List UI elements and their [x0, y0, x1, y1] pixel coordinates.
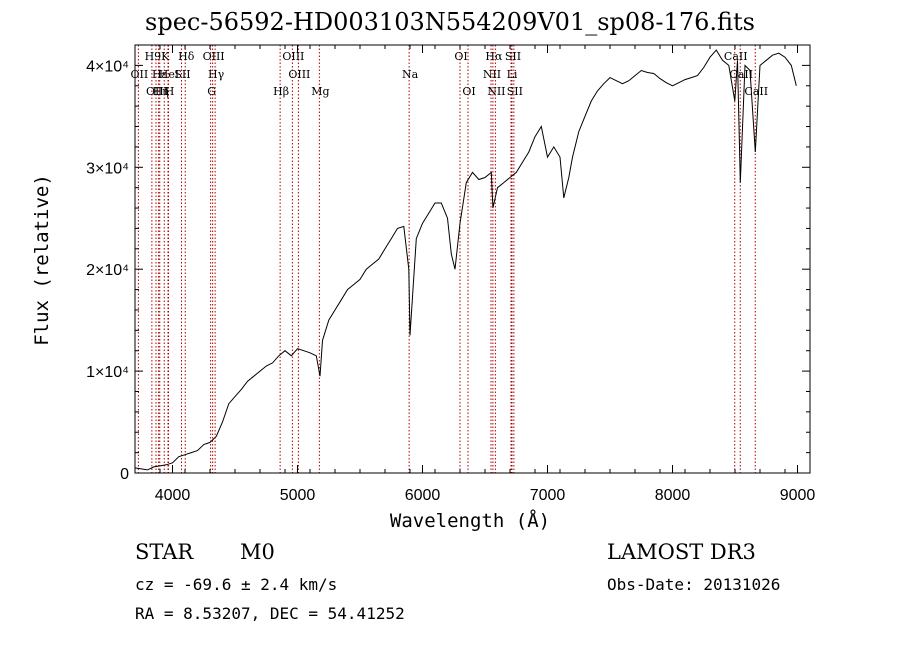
y-tick-label: 0	[120, 466, 129, 483]
line-label: Hε	[152, 68, 168, 81]
line-label: SII	[174, 68, 190, 81]
spectral-line-labels: H9 OII OIII Hε Hη K HeI H SII Hδ OIII G Hγ Hβ OIII OIII…	[131, 50, 769, 98]
x-tick-label: 9000	[780, 487, 816, 504]
line-label: OIII	[288, 68, 310, 81]
line-label: OIII	[203, 50, 225, 63]
x-axis-ticks: 4000 5000 6000 7000 8000 9000	[134, 45, 816, 504]
line-label: OI	[454, 50, 467, 63]
line-label: CaII	[724, 50, 748, 63]
line-label: Hα	[485, 50, 503, 63]
line-label: HeI	[159, 68, 179, 81]
line-label: Na	[402, 68, 419, 81]
y-axis-label: Flux (relative)	[31, 174, 53, 346]
x-tick-label: 8000	[655, 487, 691, 504]
y-tick-label: 3×10⁴	[86, 160, 129, 177]
x-axis-label: Wavelength (Å)	[389, 510, 551, 532]
spectral-line-markers	[137, 45, 756, 473]
spectrum-line	[134, 49, 797, 471]
line-label: NII	[487, 85, 505, 98]
line-label: K	[161, 50, 170, 63]
coordinates: RA = 8.53207, DEC = 54.41252	[135, 604, 405, 623]
line-label: Mg	[311, 85, 329, 98]
line-label: Hγ	[208, 68, 225, 81]
line-label: SII	[507, 85, 523, 98]
line-label: CaII	[744, 85, 768, 98]
line-label: H	[165, 85, 175, 98]
y-tick-label: 4×10⁴	[86, 58, 129, 75]
line-label: OII	[131, 68, 149, 81]
x-tick-label: 6000	[405, 487, 441, 504]
line-label: G	[207, 85, 216, 98]
line-label: OI	[462, 85, 475, 98]
line-label: CaII	[729, 68, 753, 81]
line-label: Li	[507, 68, 518, 81]
object-class: STAR	[135, 540, 194, 564]
y-tick-label: 1×10⁴	[86, 364, 129, 381]
line-label: Hη	[153, 85, 169, 98]
line-label: OIII	[282, 50, 304, 63]
line-label: H9	[145, 50, 162, 63]
object-subclass: M0	[240, 540, 275, 564]
x-tick-label: 7000	[530, 487, 566, 504]
x-tick-label: 4000	[155, 487, 191, 504]
line-label: SII	[505, 50, 521, 63]
line-label: Hδ	[178, 50, 195, 63]
plot-frame	[134, 44, 811, 474]
y-axis-ticks: 0 1×10⁴ 2×10⁴ 3×10⁴ 4×10⁴	[86, 58, 810, 483]
line-label: Hβ	[273, 85, 289, 98]
redshift-cz: cz = -69.6 ± 2.4 km/s	[135, 575, 338, 594]
line-label: OIII	[146, 85, 168, 98]
observation-date: Obs-Date: 20131026	[607, 575, 781, 594]
x-tick-label: 5000	[280, 487, 316, 504]
y-tick-label: 2×10⁴	[86, 262, 129, 279]
survey-name: LAMOST DR3	[607, 540, 756, 564]
chart-title: spec-56592-HD003103N554209V01_sp08-176.f…	[145, 8, 755, 36]
line-label: NII	[483, 68, 501, 81]
